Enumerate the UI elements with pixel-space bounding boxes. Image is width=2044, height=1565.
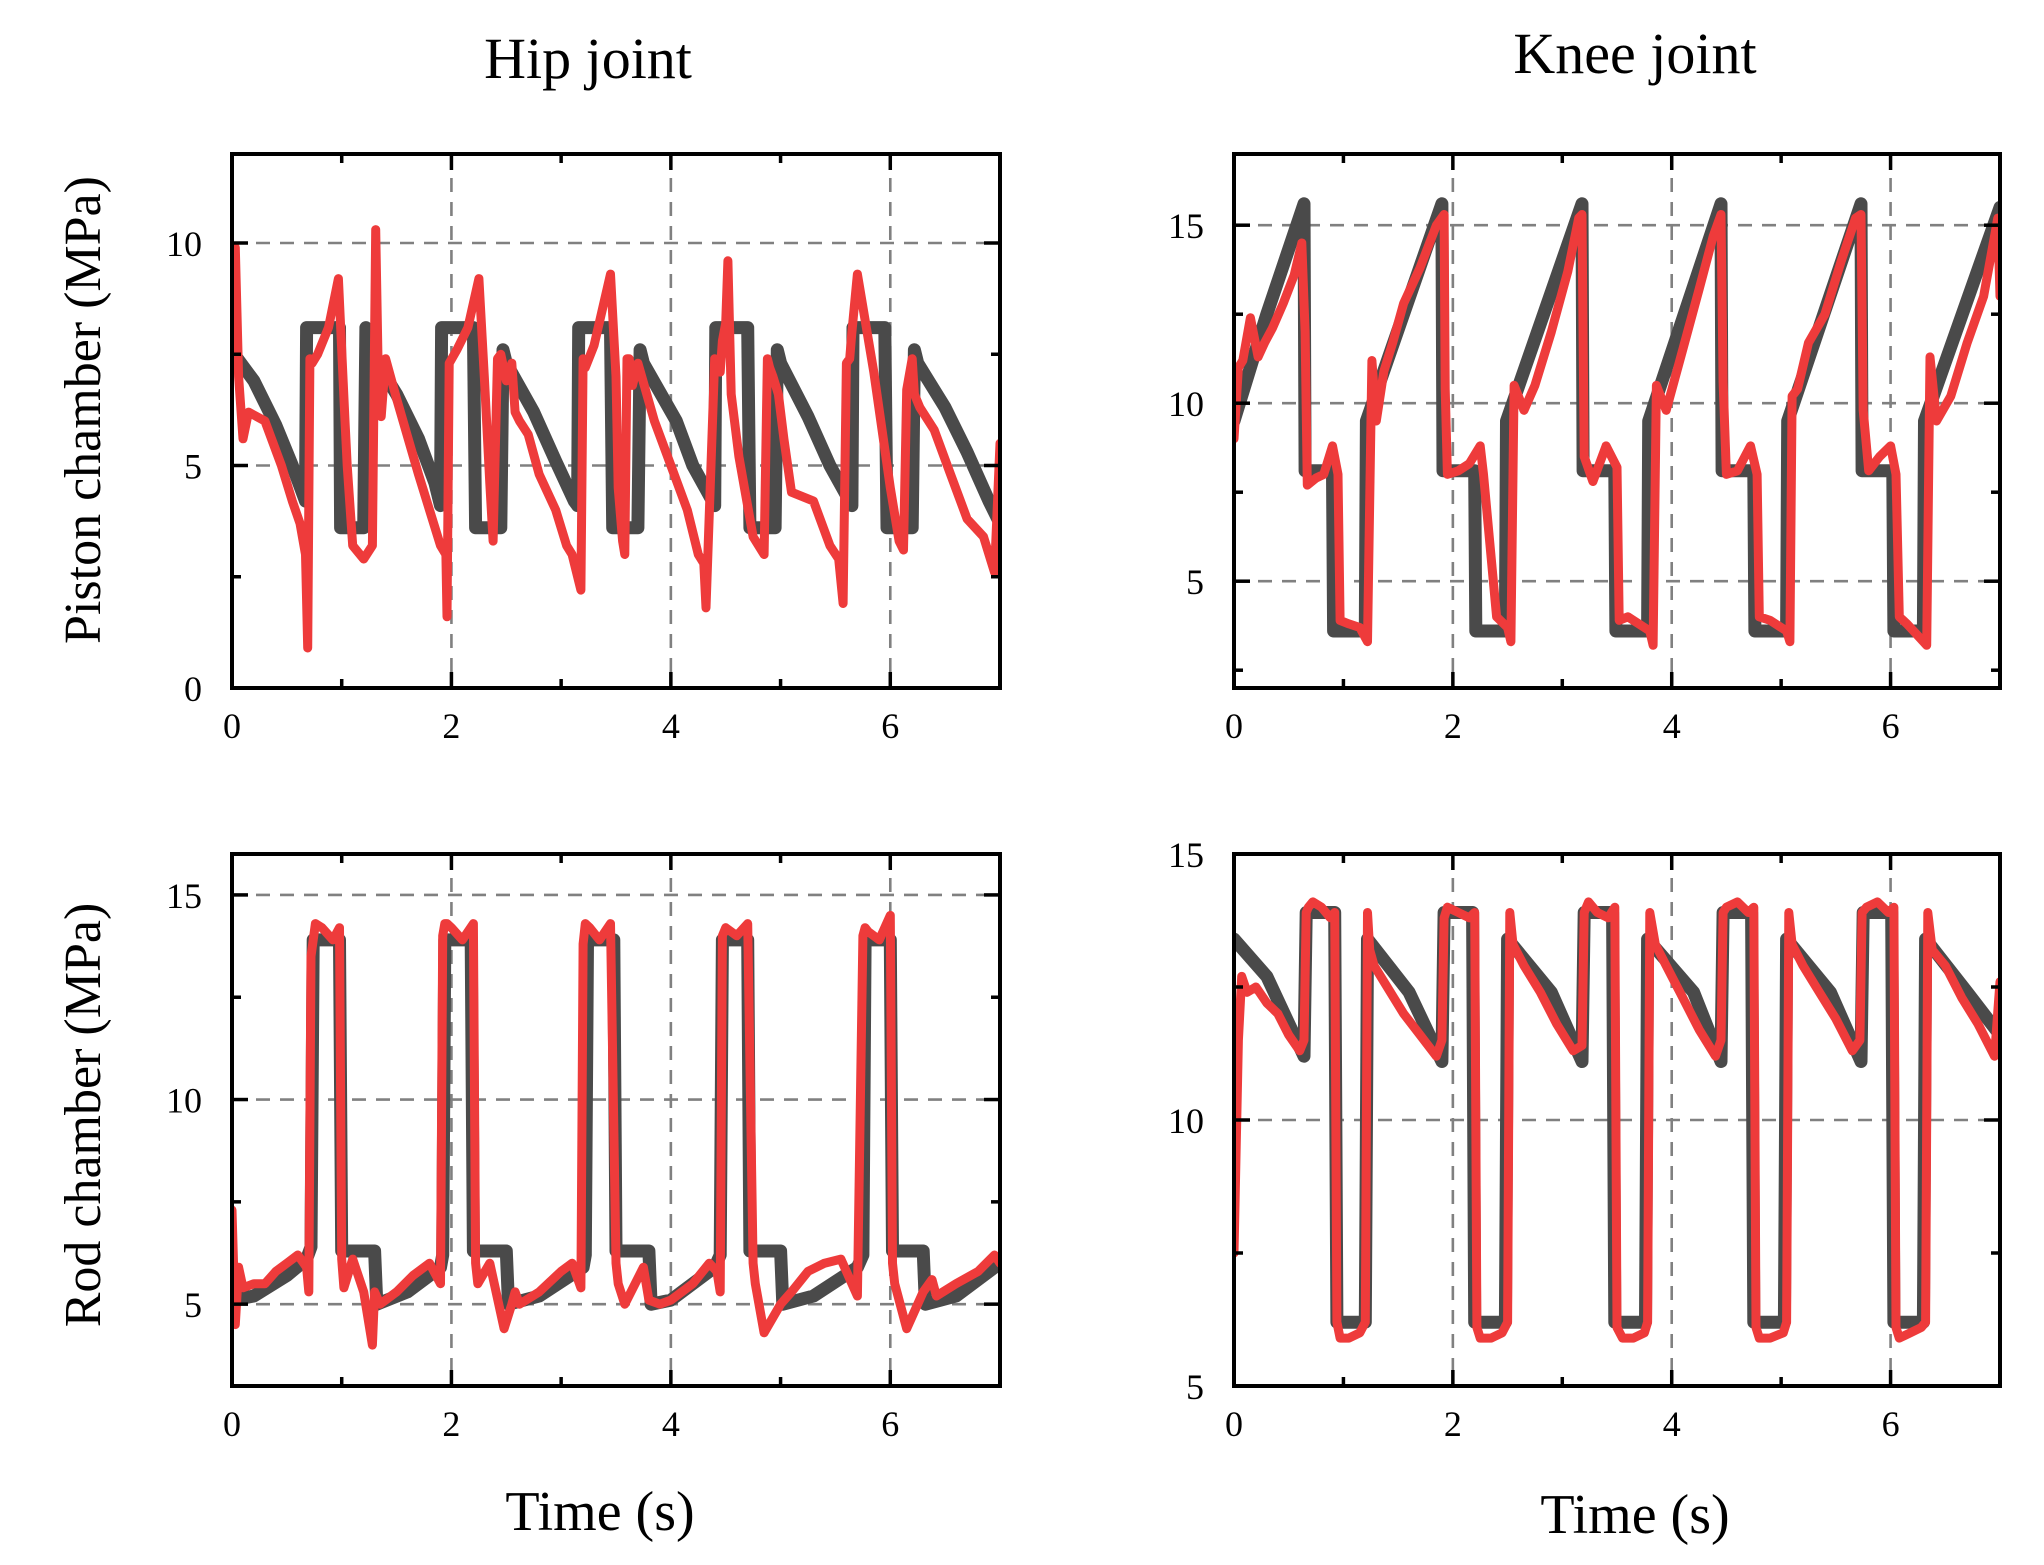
y-tick-label-1: 10	[1168, 384, 1204, 424]
x-tick-label-0: 0	[223, 1404, 241, 1444]
panel-hip-rod: 0 2 4 6 5 10 15	[166, 852, 1002, 1444]
series-line-1	[1234, 210, 2000, 650]
y-tick-label-2: 15	[166, 876, 202, 916]
x-tick-label-0: 0	[1225, 1404, 1243, 1444]
y-tick-label-2: 15	[1168, 835, 1204, 875]
x-tick-label-0: 0	[223, 706, 241, 746]
x-tick-label-2: 4	[662, 706, 680, 746]
x-tick-label-2: 4	[1663, 1404, 1681, 1444]
column-title-hip: Hip joint	[484, 26, 692, 91]
y-tick-label-1: 10	[166, 1081, 202, 1121]
series-line-1	[1234, 897, 2000, 1343]
x-tick-label-1: 2	[442, 706, 460, 746]
series-line-1	[232, 910, 1000, 1350]
x-tick-label-3: 6	[881, 1404, 899, 1444]
panel-hip-piston: 0 2 4 6 0 5 10	[166, 152, 1002, 746]
x-tick-label-2: 4	[662, 1404, 680, 1444]
y-tick-label-2: 15	[1168, 206, 1204, 246]
axis-frame	[230, 152, 1002, 690]
x-tick-label-0: 0	[1225, 706, 1243, 746]
axis-frame	[230, 852, 1002, 1388]
column-title-knee: Knee joint	[1513, 21, 1756, 86]
panel-knee-rod: 0 2 4 6 5 10 15	[1168, 835, 2002, 1444]
y-tick-label-2: 10	[166, 224, 202, 264]
x-tick-label-2: 4	[1663, 706, 1681, 746]
x-tick-label-1: 2	[1444, 706, 1462, 746]
x-tick-label-3: 6	[1882, 1404, 1900, 1444]
y-tick-label-0: 5	[1186, 1367, 1204, 1407]
panel-knee-piston: 0 2 4 6 5 10 15	[1168, 152, 2002, 746]
row-label-piston: Piston chamber (MPa)	[55, 176, 112, 644]
x-tick-label-3: 6	[1882, 706, 1900, 746]
x-axis-title-knee: Time (s)	[1540, 1484, 1729, 1546]
axis-frame	[1232, 152, 2002, 690]
y-tick-label-1: 5	[184, 447, 202, 487]
y-tick-label-0: 5	[184, 1285, 202, 1325]
y-tick-label-0: 0	[184, 669, 202, 709]
x-tick-label-3: 6	[881, 706, 899, 746]
x-axis-title-hip: Time (s)	[505, 1481, 694, 1543]
series-line-1	[232, 225, 1000, 653]
y-tick-label-0: 5	[1186, 562, 1204, 602]
row-label-rod: Rod chamber (MPa)	[55, 903, 112, 1328]
x-tick-label-1: 2	[442, 1404, 460, 1444]
x-tick-label-1: 2	[1444, 1404, 1462, 1444]
y-tick-label-1: 10	[1168, 1101, 1204, 1141]
